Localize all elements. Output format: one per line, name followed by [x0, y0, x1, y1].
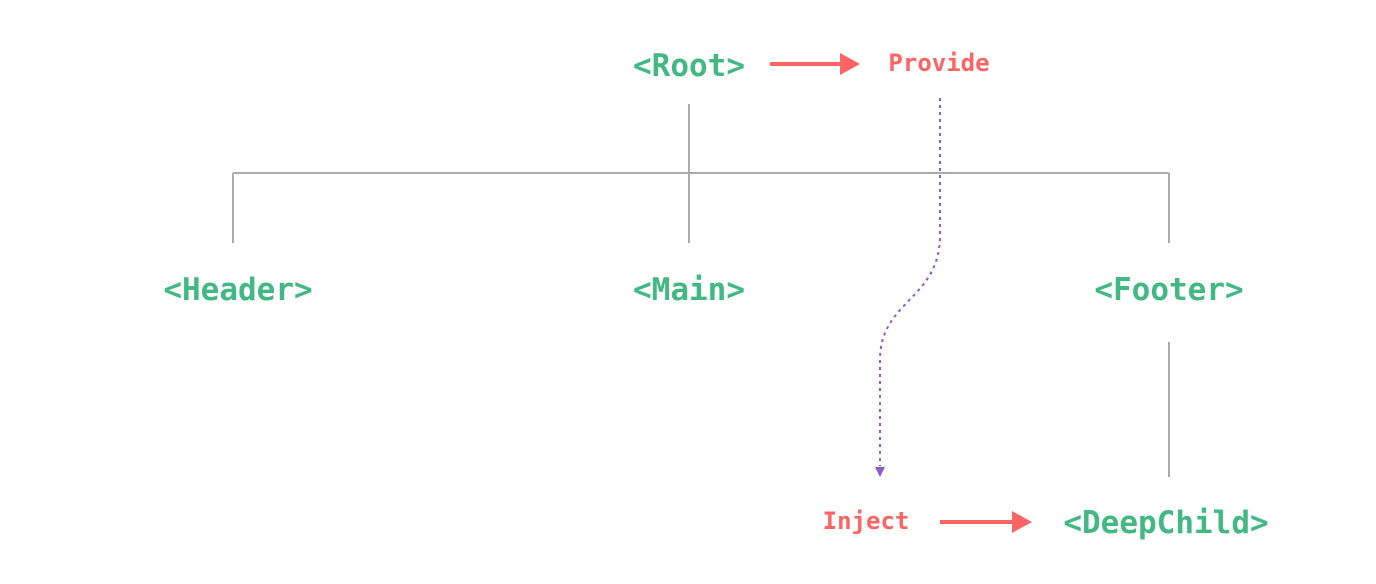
- tree-lines: [232, 104, 1170, 477]
- provide-arrow: [770, 53, 860, 75]
- node-deep-child: <DeepChild>: [1063, 505, 1268, 541]
- provide-label: Provide: [888, 49, 989, 77]
- injection-arrowhead-icon: [875, 467, 885, 477]
- node-header: <Header>: [163, 272, 312, 308]
- injection-path: [875, 98, 941, 477]
- node-root: <Root>: [633, 48, 745, 84]
- node-main: <Main>: [633, 272, 745, 308]
- node-footer: <Footer>: [1094, 272, 1243, 308]
- inject-label: Inject: [823, 507, 910, 535]
- inject-arrow: [940, 511, 1032, 533]
